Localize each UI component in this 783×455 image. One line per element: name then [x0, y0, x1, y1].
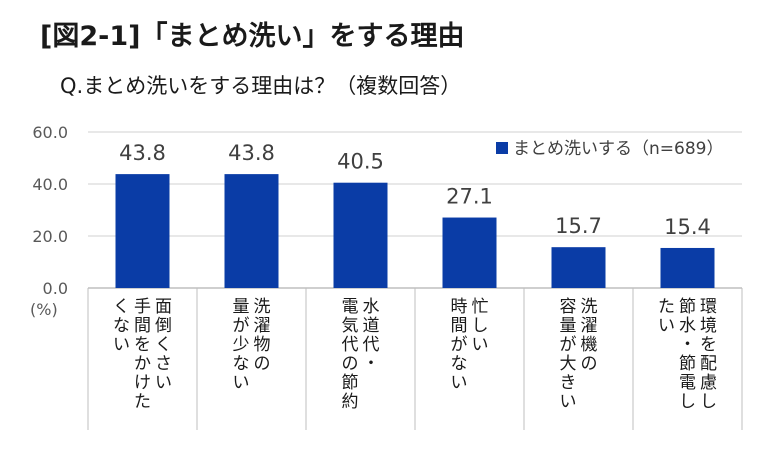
category-label: 環境を配慮し節水・節電したい — [658, 297, 717, 412]
data-label: 27.1 — [446, 185, 493, 209]
bar — [333, 182, 388, 288]
bar — [551, 247, 606, 288]
data-label: 43.8 — [228, 141, 275, 165]
bar — [660, 247, 715, 288]
data-label: 15.7 — [555, 214, 602, 238]
category-label: 面倒くさい手間をかけたくない — [113, 297, 172, 412]
category-label: 水道代・電気代の節約 — [342, 297, 380, 412]
legend-swatch — [496, 142, 508, 154]
data-label: 43.8 — [119, 141, 166, 165]
y-tick-label: 40.0 — [32, 175, 68, 194]
legend-label: まとめ洗いする（n=689） — [513, 139, 723, 159]
category-label: 洗濯物の量が少ない — [233, 297, 271, 393]
y-tick-label: 0.0 — [43, 279, 68, 298]
y-tick-label: 20.0 — [32, 227, 68, 246]
bar — [115, 174, 170, 288]
data-label: 40.5 — [337, 150, 384, 174]
chart-title: [図2-1]「まとめ洗い」をする理由 — [40, 21, 465, 52]
bar — [442, 217, 497, 288]
data-label: 15.4 — [664, 215, 711, 239]
category-label: 忙しい時間がない — [451, 297, 489, 393]
category-label: 洗濯機の容量が大きい — [560, 297, 598, 412]
chart-subtitle: Q.まとめ洗いをする理由は？（複数回答） — [60, 74, 462, 98]
y-tick-label: 60.0 — [32, 123, 68, 142]
bar — [224, 174, 279, 288]
y-unit-label: (%) — [30, 300, 58, 319]
